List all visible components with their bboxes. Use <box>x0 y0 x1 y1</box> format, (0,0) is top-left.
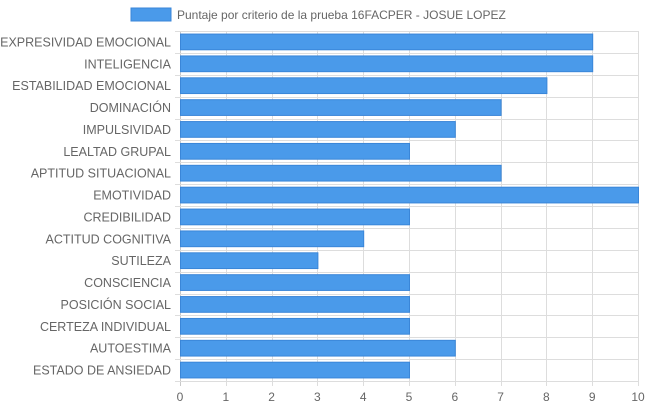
bar-10[interactable] <box>180 252 319 270</box>
category-label-2: ESTABILIDAD EMOCIONAL <box>12 79 171 93</box>
x-tick-label-2: 2 <box>268 390 275 404</box>
category-labels: EXPRESIVIDAD EMOCIONAL INTELIGENCIA ESTABI… <box>0 35 172 377</box>
category-label-13: CERTEZA INDIVIDUAL <box>40 320 171 334</box>
category-label-10: SUTILEZA <box>111 254 171 268</box>
bar-12[interactable] <box>180 296 410 313</box>
bars <box>180 33 639 379</box>
category-label-11: CONSCIENCIA <box>84 276 171 290</box>
bar-13[interactable] <box>180 317 410 335</box>
bar-14[interactable] <box>180 339 456 357</box>
legend-label: Puntaje por criterio de la prueba 16FACP… <box>177 8 506 22</box>
bar-11[interactable] <box>180 274 410 291</box>
bar-8[interactable] <box>180 208 410 226</box>
bar-1[interactable] <box>180 55 594 73</box>
legend-swatch <box>130 7 172 22</box>
bar-0[interactable] <box>180 33 594 51</box>
category-label-12: POSICIÓN SOCIAL <box>61 297 171 312</box>
bar-3[interactable] <box>180 99 502 116</box>
bar-6[interactable] <box>180 164 502 182</box>
category-label-3: DOMINACIÓN <box>90 100 171 115</box>
category-label-1: INTELIGENCIA <box>84 57 171 71</box>
legend[interactable]: Puntaje por criterio de la prueba 16FACP… <box>130 7 506 22</box>
bar-4[interactable] <box>180 121 456 138</box>
bar-5[interactable] <box>180 142 410 160</box>
bar-9[interactable] <box>180 230 365 248</box>
x-tick-label-5: 5 <box>406 390 413 404</box>
bar-7[interactable] <box>180 186 639 204</box>
x-axis-ticks: 0 1 2 3 4 5 6 7 8 9 10 <box>177 390 645 404</box>
category-label-7: EMOTIVIDAD <box>93 189 171 203</box>
x-tick-label-0: 0 <box>177 390 184 404</box>
category-label-15: ESTADO DE ANSIEDAD <box>33 364 171 378</box>
x-tick-label-9: 9 <box>589 390 596 404</box>
category-label-4: IMPULSIVIDAD <box>83 123 171 137</box>
x-tick-label-7: 7 <box>497 390 504 404</box>
x-tick-label-4: 4 <box>360 390 367 404</box>
bar-2[interactable] <box>180 77 548 95</box>
category-label-9: ACTITUD COGNITIVA <box>46 232 172 246</box>
x-tick-label-3: 3 <box>314 390 321 404</box>
bar-15[interactable] <box>180 361 410 379</box>
category-label-0: EXPRESIVIDAD EMOCIONAL <box>0 35 171 49</box>
x-tick-label-1: 1 <box>222 390 229 404</box>
x-tick-label-10: 10 <box>631 390 645 404</box>
category-label-5: LEALTAD GRUPAL <box>63 145 171 159</box>
category-label-14: AUTOESTIMA <box>90 342 172 356</box>
x-tick-label-6: 6 <box>451 390 458 404</box>
category-label-8: CREDIBILIDAD <box>83 210 171 224</box>
x-tick-label-8: 8 <box>543 390 550 404</box>
category-label-6: APTITUD SITUACIONAL <box>31 167 171 181</box>
